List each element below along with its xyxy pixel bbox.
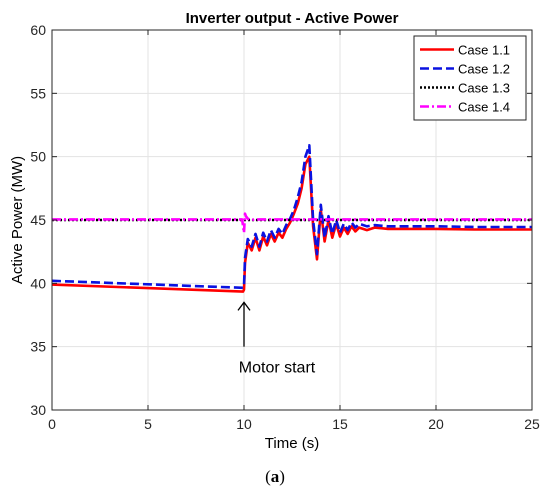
x-tick-label: 10 [236, 416, 252, 432]
x-tick-label: 15 [332, 416, 348, 432]
y-tick-label: 40 [30, 275, 46, 291]
x-tick-label: 25 [524, 416, 540, 432]
caption-close-paren: ) [279, 467, 285, 486]
figure-caption: (a) [0, 467, 550, 487]
chart-title: Inverter output - Active Power [186, 10, 399, 27]
y-axis-label: Active Power (MW) [9, 156, 26, 284]
y-tick-label: 35 [30, 339, 46, 355]
legend-label: Case 1.3 [458, 81, 510, 96]
y-tick-label: 50 [30, 149, 46, 165]
legend: Case 1.1 Case 1.2 Case 1.3 Case 1.4 [413, 35, 527, 121]
annotation-layer: Motor start [237, 301, 316, 377]
y-tick-label: 30 [30, 402, 46, 418]
legend-label: Case 1.4 [458, 100, 510, 115]
series-line-4 [52, 212, 532, 234]
legend-label: Case 1.1 [458, 43, 510, 58]
caption-letter: a [270, 467, 280, 486]
legend-label: Case 1.2 [458, 62, 510, 77]
series-line-2 [51, 144, 532, 290]
annotation-text: Motor start [239, 360, 316, 377]
y-tick-label: 60 [30, 22, 46, 38]
caption-open-paren: ( [265, 467, 271, 486]
y-tick-label: 45 [30, 212, 46, 228]
series-layer [51, 144, 532, 293]
x-tick-label: 20 [428, 416, 444, 432]
x-tick-label: 0 [48, 416, 56, 432]
axis-ticks: 0 5 10 15 20 25 30 35 40 45 50 55 60 [30, 22, 540, 432]
x-tick-label: 5 [144, 416, 152, 432]
x-axis-label: Time (s) [265, 435, 319, 452]
annotation-arrow-head [237, 301, 251, 311]
y-tick-label: 55 [30, 85, 46, 101]
